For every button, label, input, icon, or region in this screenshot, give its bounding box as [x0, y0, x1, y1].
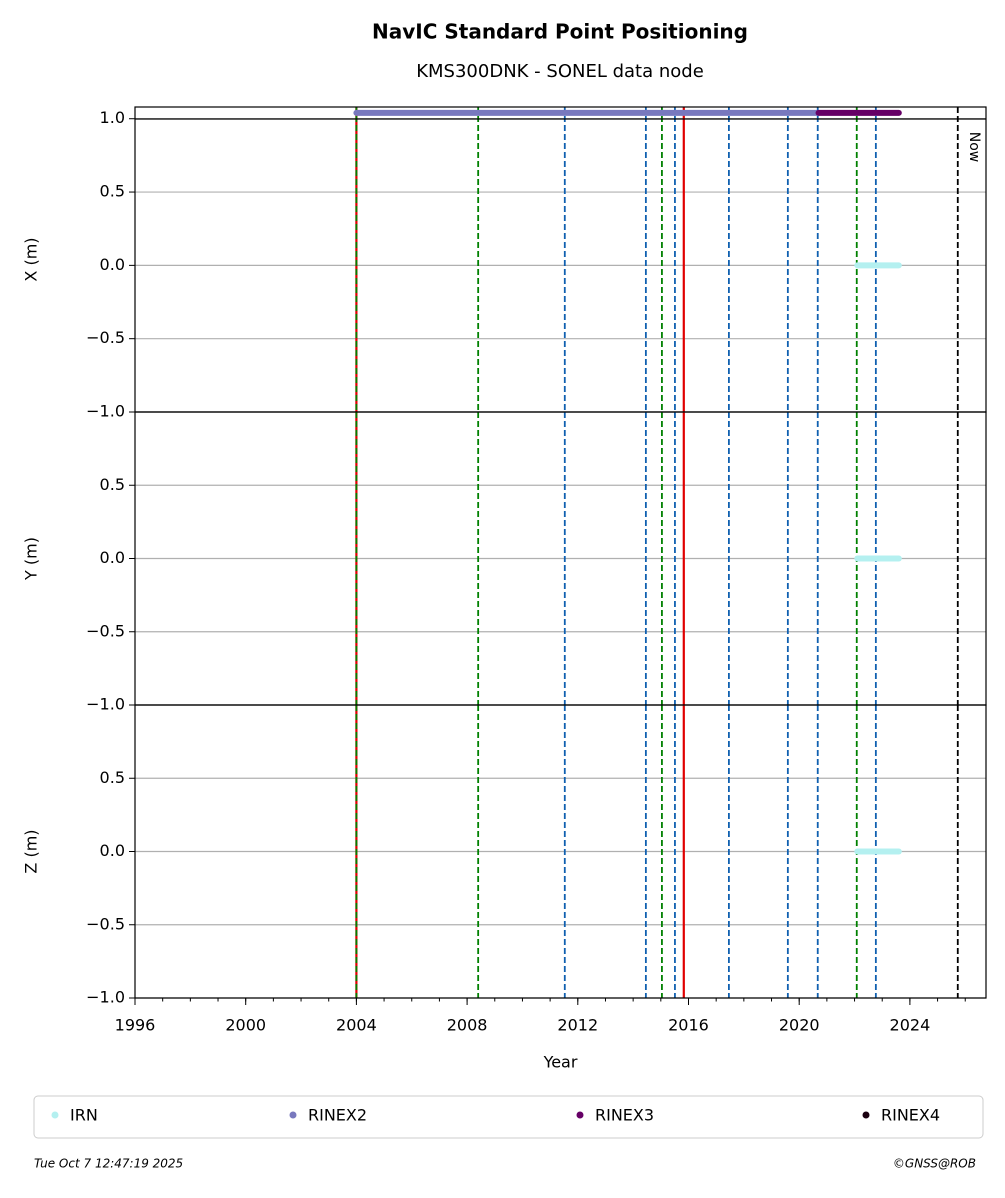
chart-title: NavIC Standard Point Positioning	[372, 20, 748, 44]
x-tick-label: 2004	[336, 1016, 377, 1035]
legend-marker	[862, 1111, 870, 1119]
y-tick-label: −1.0	[86, 402, 125, 421]
footer-date: Tue Oct 7 12:47:19 2025	[34, 1157, 183, 1171]
annotation: Now	[966, 132, 982, 163]
legend-marker	[51, 1111, 59, 1119]
y-tick-label: 0.0	[100, 841, 125, 860]
y-tick-label: 1.0	[100, 108, 125, 127]
y-tick-label: 0.0	[100, 255, 125, 274]
y-tick-label: 0.0	[100, 548, 125, 567]
legend-label: RINEX4	[881, 1106, 940, 1125]
x-tick-label: 2008	[447, 1016, 488, 1035]
legend-label: IRN	[70, 1106, 98, 1125]
y-tick-label: 0.5	[100, 768, 125, 787]
chart-subtitle: KMS300DNK - SONEL data node	[416, 61, 704, 82]
plot-frame	[134, 106, 987, 413]
legend-box	[33, 1095, 984, 1139]
x-axis-label: Year	[543, 1053, 578, 1072]
y-tick-label: −1.0	[86, 988, 125, 1007]
legend-label: RINEX2	[308, 1106, 367, 1125]
x-tick-label: 2020	[779, 1016, 820, 1035]
x-tick-label: 2000	[225, 1016, 266, 1035]
y-axis-label: Y (m)	[22, 537, 41, 581]
legend-marker	[576, 1111, 584, 1119]
y-tick-label: 0.5	[100, 475, 125, 494]
y-axis-label: X (m)	[22, 237, 41, 281]
y-tick-label: 0.5	[100, 182, 125, 201]
x-tick-label: 2024	[890, 1016, 931, 1035]
footer-credit: ©GNSS@ROB	[893, 1157, 976, 1171]
x-tick-label: 2016	[668, 1016, 709, 1035]
x-tick-label: 1996	[115, 1016, 156, 1035]
y-tick-label: −0.5	[86, 328, 125, 347]
y-axis-label: Z (m)	[22, 829, 41, 873]
plot-frame	[134, 704, 987, 999]
y-tick-label: −0.5	[86, 914, 125, 933]
legend-label: RINEX3	[595, 1106, 654, 1125]
y-tick-label: −0.5	[86, 621, 125, 640]
y-tick-label: −1.0	[86, 695, 125, 714]
x-tick-label: 2012	[557, 1016, 598, 1035]
legend-marker	[289, 1111, 297, 1119]
